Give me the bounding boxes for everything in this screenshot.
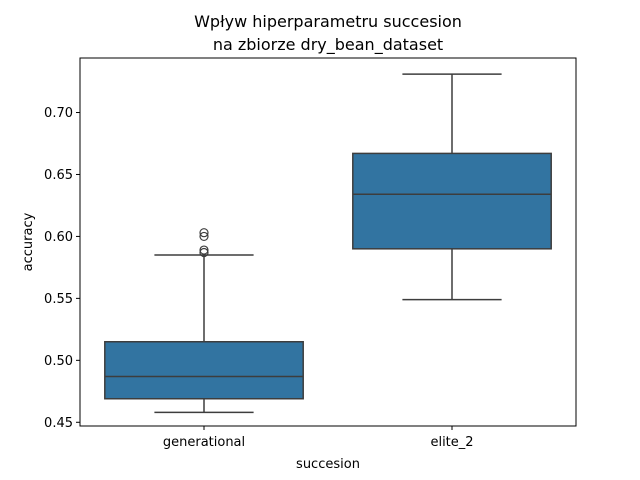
- chart-title-line-2: na zbiorze dry_bean_dataset: [213, 35, 443, 55]
- outlier-point: [199, 247, 209, 258]
- y-axis: 0.45 0.50 0.55 0.60 0.65 0.70: [44, 106, 80, 431]
- y-tick-label: 0.60: [44, 230, 73, 245]
- y-tick-label: 0.45: [44, 416, 73, 431]
- y-axis-label: accuracy: [21, 212, 36, 271]
- outlier-point: [199, 228, 209, 238]
- y-tick-label: 0.50: [44, 354, 73, 369]
- x-axis: generational elite_2: [163, 426, 474, 450]
- outlier-point: [199, 245, 209, 255]
- x-tick-label: generational: [163, 435, 245, 450]
- box-iqr: [104, 340, 304, 400]
- plot-frame: [79, 57, 577, 427]
- y-tick-label: 0.55: [44, 292, 73, 307]
- y-tick-label: 0.70: [44, 106, 73, 121]
- chart-title-line-1: Wpływ hiperparametru succesion: [194, 12, 462, 31]
- box-generational: [104, 228, 304, 414]
- outlier-point: [199, 231, 209, 242]
- box-iqr: [352, 152, 552, 250]
- x-tick-label: elite_2: [430, 435, 473, 450]
- x-axis-label: succesion: [296, 457, 360, 472]
- box-elite_2: [352, 73, 552, 301]
- y-tick-label: 0.65: [44, 168, 73, 183]
